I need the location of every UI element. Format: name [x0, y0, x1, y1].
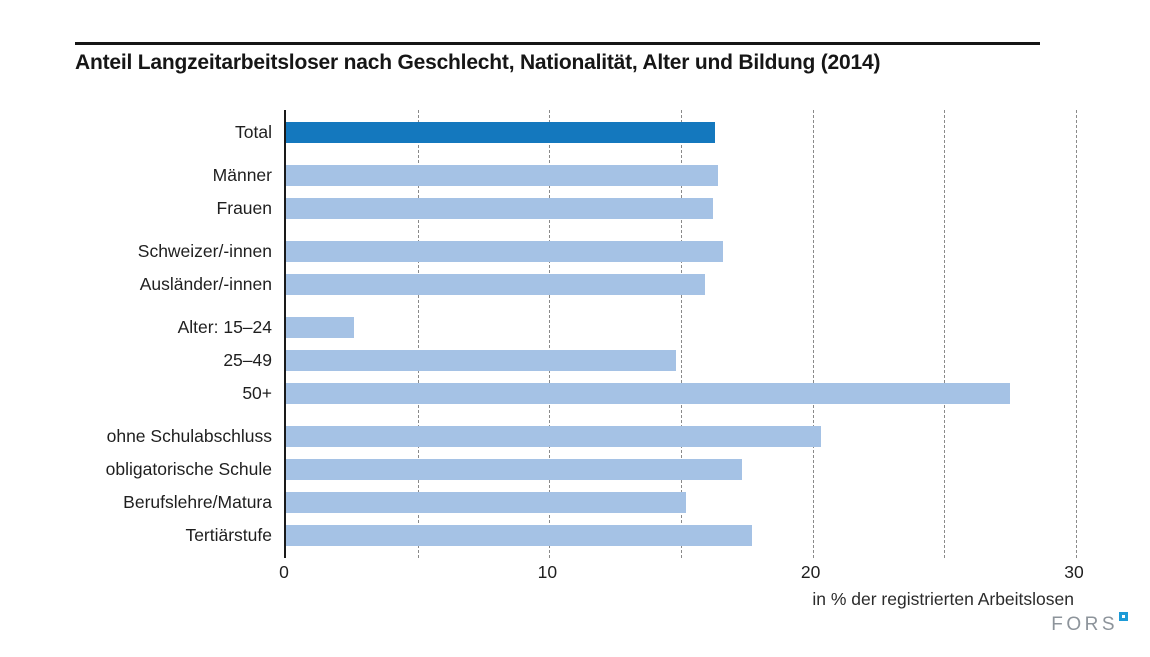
- category-label-schweizer-innen: Schweizer/-innen: [137, 241, 272, 261]
- bar-terti-rstufe: [286, 525, 753, 546]
- bar-m-nner: [286, 165, 718, 186]
- gridline-20: [812, 110, 814, 558]
- bar-alter-15-24: [286, 317, 355, 338]
- category-label-alter-15-24: Alter: 15–24: [177, 317, 272, 337]
- category-label-frauen: Frauen: [216, 198, 272, 218]
- category-label-total: Total: [235, 122, 272, 142]
- gridline-25: [944, 110, 946, 558]
- x-tick-label-30: 30: [1064, 562, 1084, 582]
- bar-50: [286, 383, 1011, 404]
- bar-berufslehre-matura: [286, 492, 687, 513]
- category-label-m-nner: Männer: [212, 165, 272, 185]
- x-tick-label-0: 0: [279, 562, 289, 582]
- category-label-berufslehre-matura: Berufslehre/Matura: [123, 492, 272, 512]
- x-tick-label-20: 20: [800, 562, 821, 582]
- gridline-30: [1076, 110, 1077, 558]
- fors-logo-square-icon: [1119, 612, 1128, 621]
- x-axis-label: in % der registrierten Arbeitslosen: [812, 589, 1074, 609]
- bar-ohne-schulabschluss: [286, 426, 821, 447]
- category-label-ausl-nder-innen: Ausländer/-innen: [139, 274, 272, 294]
- category-label-50: 50+: [242, 383, 272, 403]
- bar-schweizer-innen: [286, 241, 724, 262]
- bar-frauen: [286, 198, 713, 219]
- title-rule: [75, 42, 1040, 45]
- chart-title: Anteil Langzeitarbeitsloser nach Geschle…: [75, 51, 881, 74]
- bar-obligatorische-schule: [286, 459, 742, 480]
- bar-ausl-nder-innen: [286, 274, 705, 295]
- bar-25-49: [286, 350, 676, 371]
- fors-logo: FORS: [1051, 612, 1128, 636]
- category-label-ohne-schulabschluss: ohne Schulabschluss: [106, 426, 272, 446]
- fors-logo-text: FORS: [1051, 614, 1118, 635]
- gridline-10: [549, 110, 551, 558]
- category-label-25-49: 25–49: [223, 350, 272, 370]
- category-label-obligatorische-schule: obligatorische Schule: [105, 459, 272, 479]
- category-label-terti-rstufe: Tertiärstufe: [185, 525, 272, 545]
- bar-total: [286, 122, 716, 143]
- gridline-15: [681, 110, 682, 558]
- x-tick-label-10: 10: [537, 562, 558, 582]
- plot-area: [284, 110, 1077, 558]
- gridline-5: [417, 110, 419, 558]
